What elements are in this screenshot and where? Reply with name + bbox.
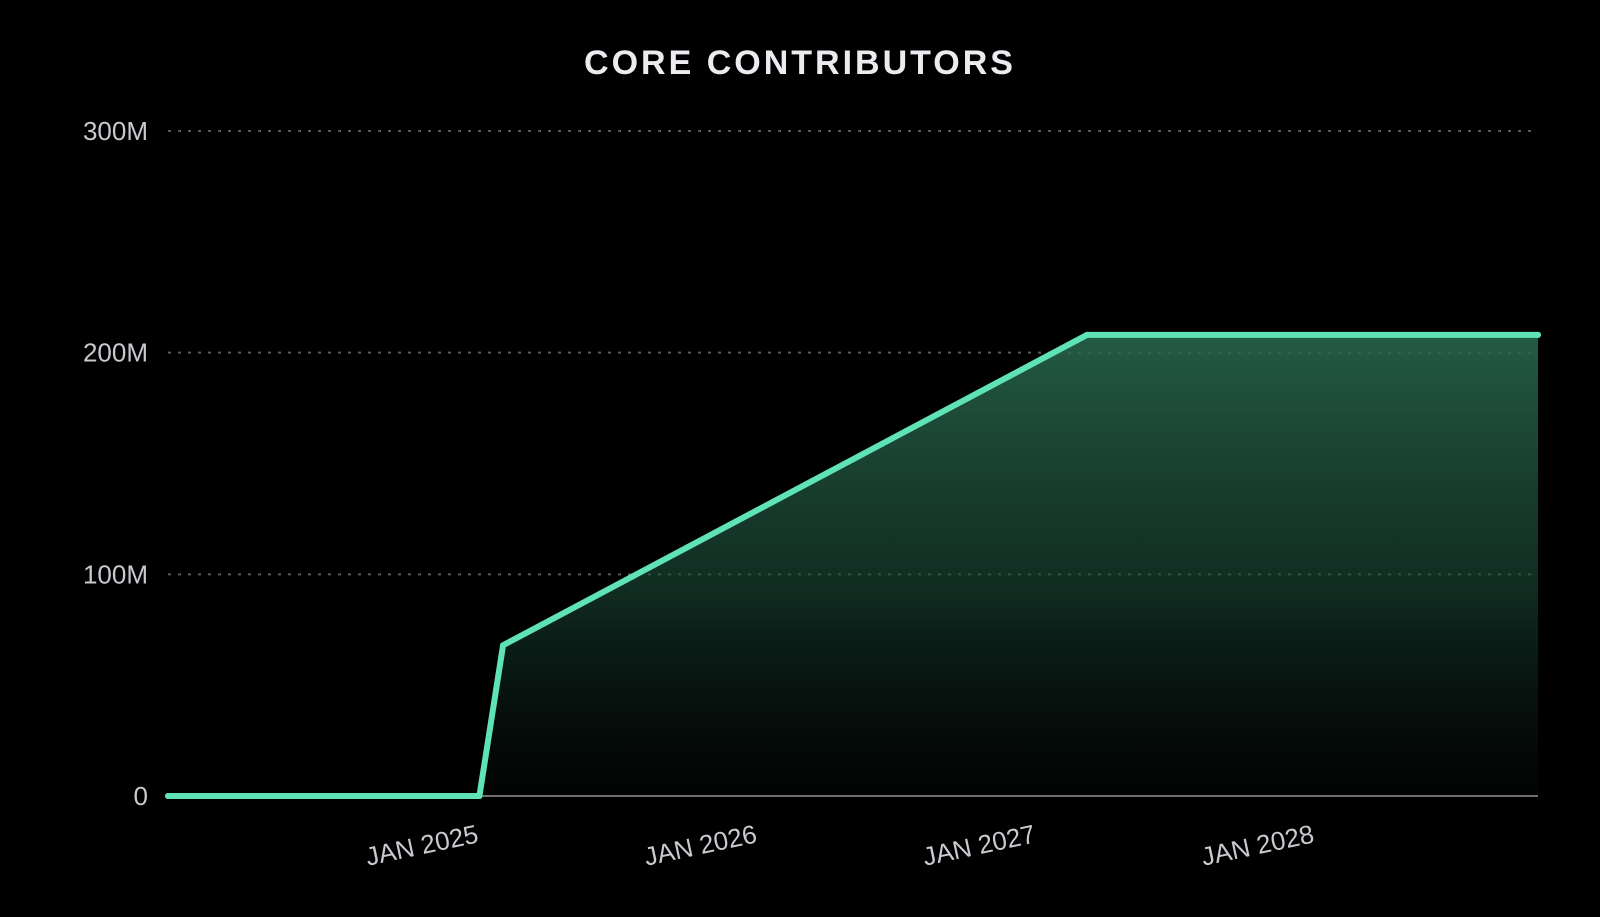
x-tick-label: JAN 2025: [363, 819, 481, 872]
y-tick-label: 200M: [83, 338, 148, 368]
data-point: [1535, 331, 1541, 338]
x-tick-label: JAN 2027: [920, 819, 1038, 872]
x-tick-label: JAN 2026: [641, 819, 759, 872]
y-tick-label: 100M: [83, 559, 148, 589]
data-point: [165, 793, 171, 799]
data-point: [1083, 331, 1090, 338]
x-tick-label: JAN 2028: [1199, 819, 1317, 872]
series-area: [168, 334, 1538, 796]
y-tick-label: 300M: [83, 116, 148, 146]
data-point: [500, 642, 507, 649]
y-tick-label: 0: [134, 781, 148, 811]
data-point: [476, 793, 483, 799]
chart-title: CORE CONTRIBUTORS: [584, 44, 1016, 82]
